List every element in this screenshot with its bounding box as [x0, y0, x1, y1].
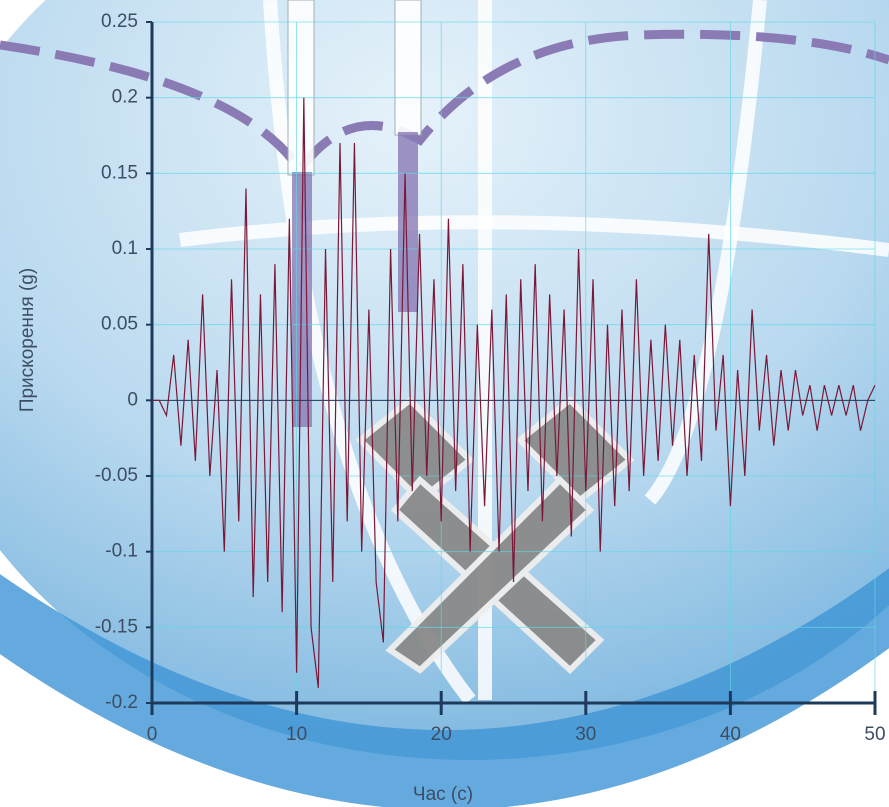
x-tick-label: 20 — [431, 724, 452, 745]
y-tick-label: 0 — [127, 389, 138, 410]
x-tick-label: 50 — [864, 724, 885, 745]
y-tick-label: 0.25 — [101, 11, 138, 32]
y-tick-label: 0.2 — [112, 87, 138, 108]
x-tick-label: 40 — [720, 724, 741, 745]
x-axis-title: Час (с) — [413, 784, 473, 805]
y-tick-label: -0.2 — [105, 692, 138, 713]
y-tick-label: 0.15 — [101, 162, 138, 183]
y-tick-label: 0.1 — [112, 238, 138, 259]
x-tick-label: 0 — [147, 724, 158, 745]
y-tick-label: 0.05 — [101, 314, 138, 335]
x-tick-label: 10 — [286, 724, 307, 745]
y-tick-label: -0.05 — [95, 465, 138, 486]
y-tick-label: -0.15 — [95, 616, 138, 637]
y-axis-title: Прискорення (g) — [17, 268, 38, 412]
y-tick-label: -0.1 — [105, 541, 138, 562]
data-line — [152, 97, 876, 688]
x-tick-label: 30 — [575, 724, 596, 745]
